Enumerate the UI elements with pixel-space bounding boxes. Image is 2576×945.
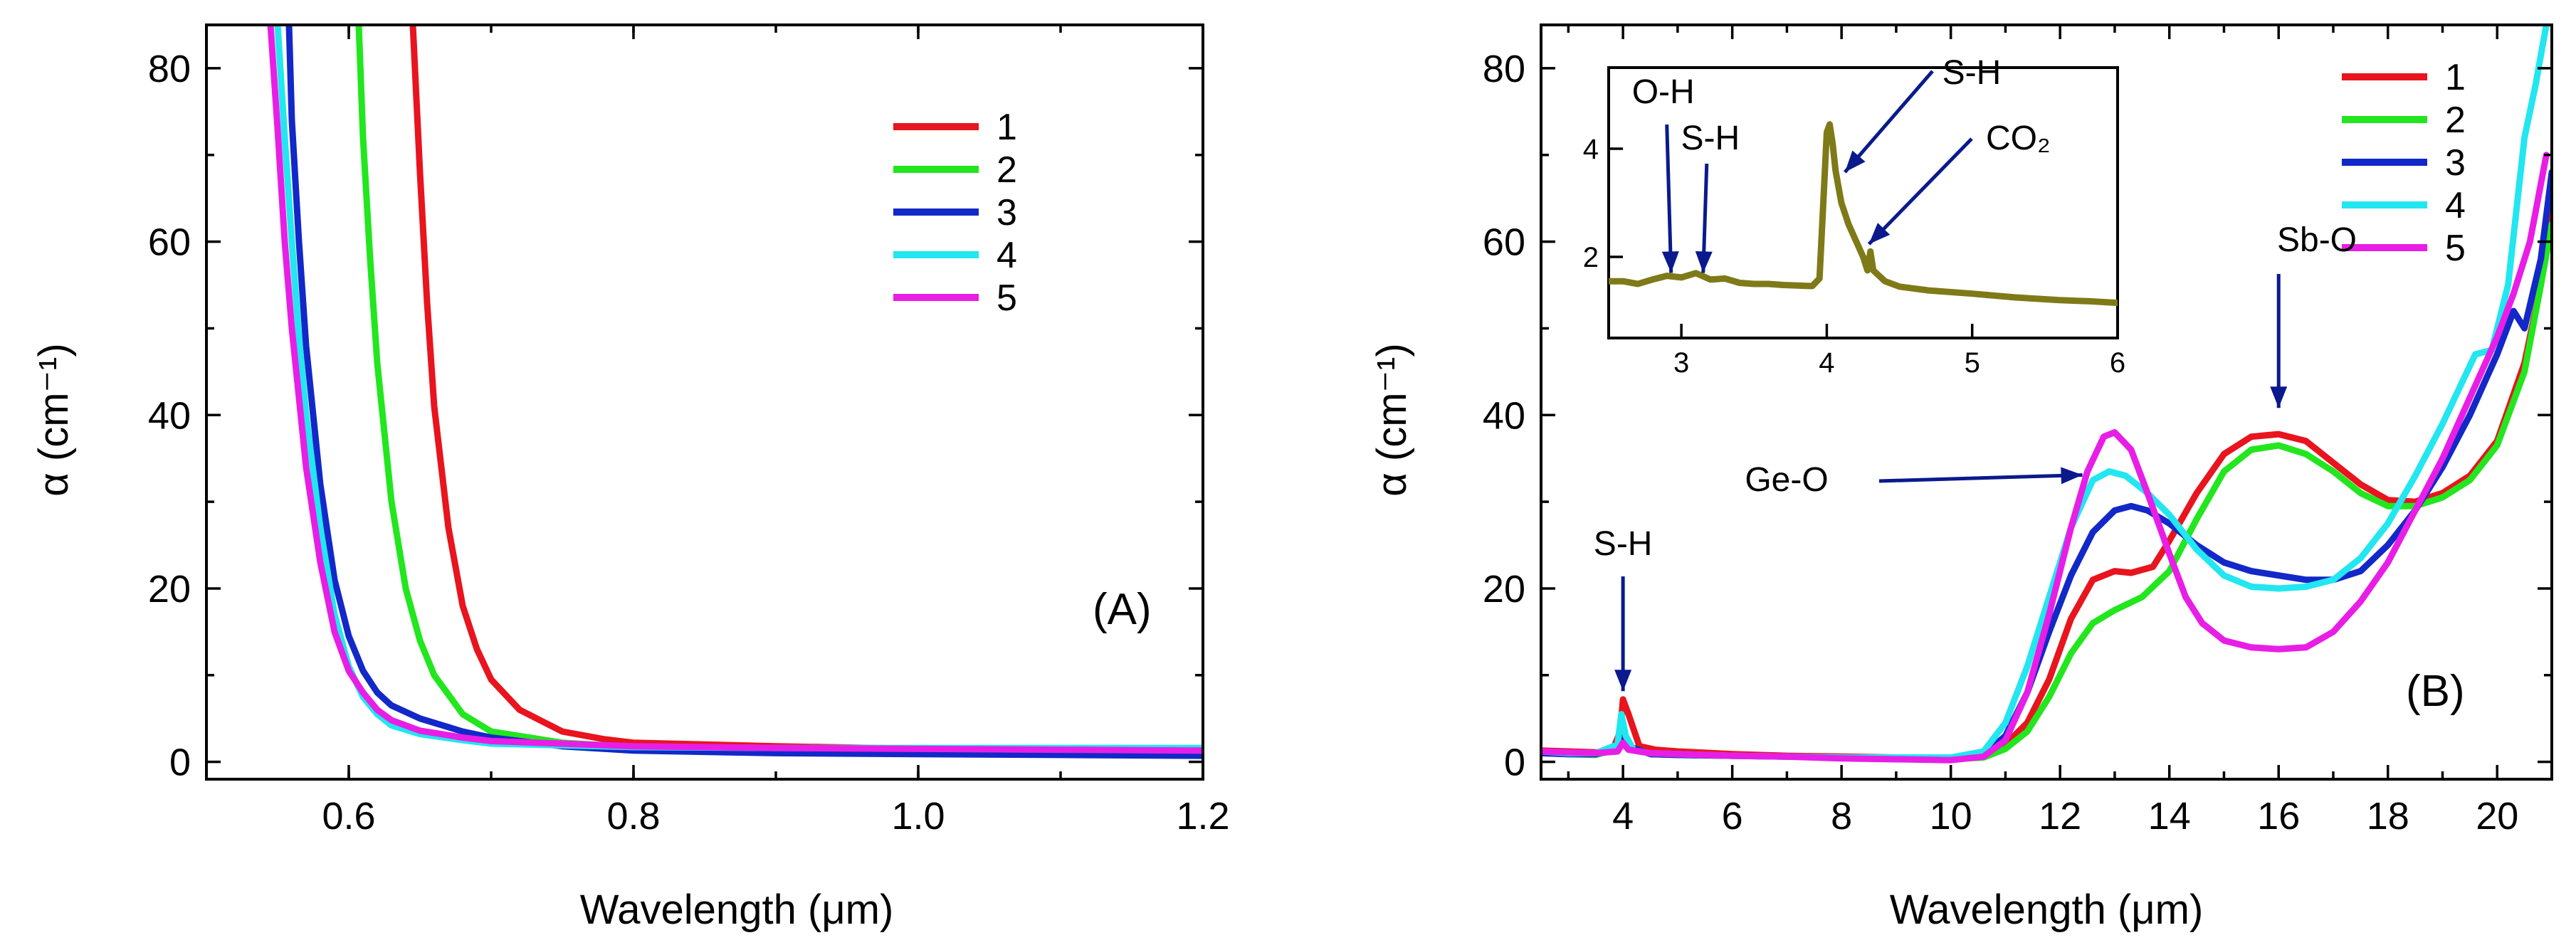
panel-b-x-tick-label: 4 <box>1612 795 1634 838</box>
panel-b-y-tick-label: 80 <box>1483 48 1525 90</box>
panel-b-x-tick-label: 12 <box>2039 795 2081 838</box>
inset-frame <box>1607 66 2119 339</box>
panel-b-frame <box>1540 23 2553 781</box>
panel-b-legend-label-1: 1 <box>2445 57 2466 98</box>
panel-b-y-tick-label: 20 <box>1483 568 1525 611</box>
panel-a-series-layer <box>267 25 1203 759</box>
panel-a-ticks: 0.6 0.8 1.0 1.2 0 20 40 60 80 <box>148 25 1230 838</box>
panel-a-legend-label-2: 2 <box>997 149 1017 191</box>
panel-a-x-axis-title: Wavelength (μm) <box>580 887 894 933</box>
panel-b-x-tick-label: 8 <box>1831 795 1852 838</box>
panel-a-legend-label-4: 4 <box>997 235 1017 276</box>
inset-annotation-sh-label: S-H <box>1681 120 1740 157</box>
panel-b-annotations: S-H Ge-O Sb-O <box>1594 221 2357 692</box>
panel-a-legend-label-3: 3 <box>997 192 1017 233</box>
panel-a-x-tick-label: 1.0 <box>891 795 945 838</box>
panel-b-x-tick-label: 20 <box>2476 795 2518 838</box>
annotation-sh-arrow-head <box>1614 670 1632 692</box>
panel-a-y-tick-label: 20 <box>148 568 191 611</box>
annotation-sbo-label: Sb-O <box>2277 221 2357 259</box>
panel-b-x-tick-label: 18 <box>2367 795 2409 838</box>
annotation-geo-label: Ge-O <box>1745 461 1828 499</box>
panel-b-x-tick-label: 10 <box>1930 795 1972 838</box>
inset-x-tick-label: 5 <box>1965 347 1980 379</box>
annotation-geo-arrow-shaft <box>1878 472 2083 483</box>
panel-a-label: (A) <box>1093 585 1152 634</box>
panel-b-y-axis-title: α (cm⁻¹) <box>1369 343 1415 497</box>
panel-b-series-clip-group <box>1541 25 2552 764</box>
panel-b-plot-frame <box>1540 23 2553 781</box>
inset-annotation-sh-arrow-head <box>1695 251 1713 273</box>
annotation-sbo-arrow-head <box>2270 386 2288 408</box>
panel-b-label: (B) <box>2406 667 2465 716</box>
panel-b-x-tick-label: 16 <box>2257 795 2300 838</box>
panel-b-y-tick-label: 40 <box>1483 394 1525 437</box>
inset-annotation-oh-arrow-head <box>1661 251 1679 273</box>
panel-a-y-tick-label: 80 <box>148 48 191 90</box>
panel-b-x-tick-label: 6 <box>1722 795 1743 838</box>
inset-annotation-co2-arrow-head <box>1868 223 1891 244</box>
panel-b-x-tick-label: 14 <box>2148 795 2191 838</box>
inset-plot-frame <box>1607 66 2119 339</box>
inset-annotations: O-H S-H S-H CO₂ <box>1632 54 2051 273</box>
panel-a-y-tick-label: 60 <box>148 221 191 264</box>
panel-b-y-tick-label: 60 <box>1483 221 1525 264</box>
inset-series-1-line <box>1609 121 2118 307</box>
inset-series-clip-group <box>1609 121 2118 307</box>
inset-x-tick-label: 4 <box>1819 347 1834 379</box>
panel-b-y-tick-label: 0 <box>1504 741 1525 784</box>
inset-series-layer <box>1609 121 2118 307</box>
annotation-geo-arrow-head <box>2061 467 2083 485</box>
panel-b-series-layer <box>1541 25 2552 764</box>
inset-y-tick-label: 4 <box>1583 134 1599 165</box>
panel-a-y-tick-label: 40 <box>148 394 191 437</box>
inset-annotation-sh2-arrow-head <box>1844 150 1866 172</box>
inset-annotation-sh2-label: S-H <box>1942 54 2002 92</box>
inset-x-tick-label: 3 <box>1673 347 1689 379</box>
panel-a-legend-label-5: 5 <box>997 278 1017 319</box>
inset-annotation-oh-label: O-H <box>1632 73 1695 111</box>
panel-a-series-clip-group <box>267 25 1203 759</box>
panel-a-plot-frame <box>205 23 1204 781</box>
annotation-sh-label: S-H <box>1594 525 1653 563</box>
panel-b-series-5-line <box>1541 152 2550 764</box>
inset-background <box>1602 60 2125 381</box>
inset-annotation-sh2-arrow-shaft <box>1843 70 1934 174</box>
inset-annotation-co2-arrow-shaft <box>1867 137 1973 246</box>
panel-a-y-tick-label: 0 <box>169 741 191 784</box>
panel-a-y-axis-title: α (cm⁻¹) <box>31 343 77 497</box>
panel-b-legend-label-2: 2 <box>2445 100 2466 141</box>
inset-x-tick-label: 6 <box>2110 347 2125 379</box>
inset-annotation-oh-arrow-shaft <box>1665 124 1673 273</box>
panel-a-frame <box>205 23 1204 781</box>
panel-b-legend-label-3: 3 <box>2445 142 2466 184</box>
panel-a-legend-label-1: 1 <box>997 107 1017 148</box>
panel-b-legend-label-5: 5 <box>2445 228 2466 269</box>
panel-a-x-tick-label: 1.2 <box>1176 795 1229 838</box>
inset-y-tick-label: 2 <box>1583 242 1599 273</box>
panel-a-x-tick-label: 0.6 <box>322 795 375 838</box>
panel-a-x-tick-label: 0.8 <box>606 795 660 838</box>
inset-annotation-co2-label: CO₂ <box>1986 120 2051 157</box>
panel-a-series-5-line <box>267 25 1203 754</box>
inset-ticks: 3 4 5 6 2 4 <box>1583 134 2125 379</box>
panel-b-legend-label-4: 4 <box>2445 185 2466 226</box>
panel-b-inset: 3 4 5 6 2 4 O-H S-H S-H CO₂ <box>1583 54 2125 381</box>
panel-b-x-axis-title: Wavelength (μm) <box>1890 887 2204 933</box>
panel-a-series-3-line <box>285 25 1203 759</box>
